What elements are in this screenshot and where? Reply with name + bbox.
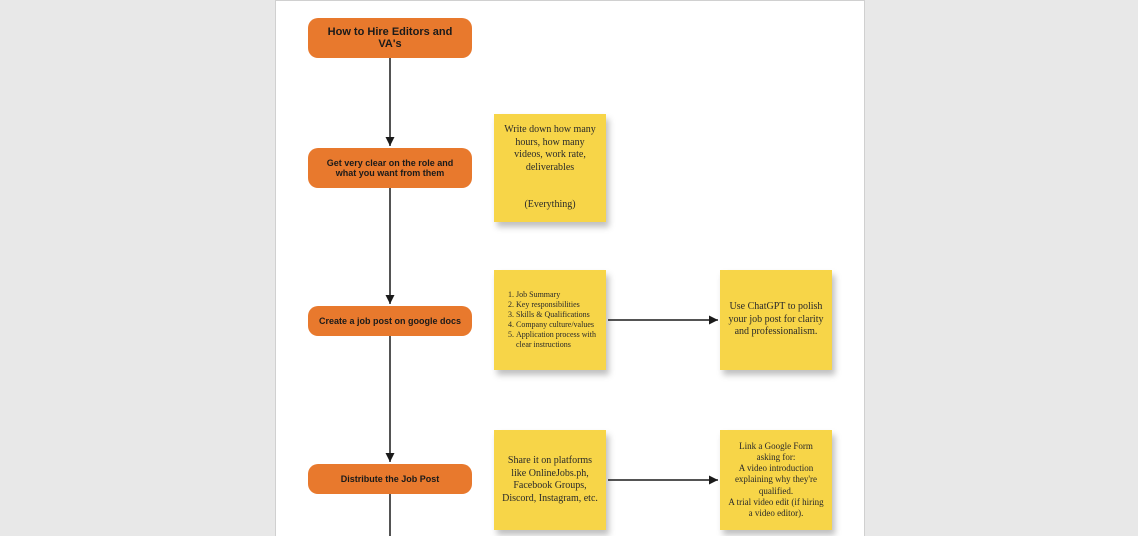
sticky-distribute-share: Share it on platforms like OnlineJobs.ph… [494,430,606,530]
sticky-distribute-form-text: Link a Google Form asking for:A video in… [728,441,824,520]
sticky-jobpost-detail-item: Skills & Qualifications [516,310,598,320]
flow-node-step-jobpost: Create a job post on google docs [308,306,472,336]
sticky-jobpost-detail-item: Application process with clear instructi… [516,330,598,350]
sticky-jobpost-detail-list: Job SummaryKey responsibilitiesSkills & … [502,290,598,350]
flow-node-title-label: How to Hire Editors and VA's [318,26,462,50]
sticky-jobpost-chatgpt-text: Use ChatGPT to polish your job post for … [728,301,824,339]
sticky-jobpost-detail-item: Job Summary [516,290,598,300]
flow-node-step-jobpost-label: Create a job post on google docs [319,316,461,326]
sticky-distribute-form: Link a Google Form asking for:A video in… [720,430,832,530]
flow-node-step-distribute-label: Distribute the Job Post [341,474,440,484]
sticky-distribute-share-text: Share it on platforms like OnlineJobs.ph… [502,455,598,505]
sticky-clear-detail-text: Write down how many hours, how many vide… [502,124,598,212]
sticky-jobpost-detail: Job SummaryKey responsibilitiesSkills & … [494,270,606,370]
flow-node-step-clear-label: Get very clear on the role and what you … [318,158,462,178]
flow-node-step-clear: Get very clear on the role and what you … [308,148,472,188]
flow-node-step-distribute: Distribute the Job Post [308,464,472,494]
sticky-clear-detail: Write down how many hours, how many vide… [494,114,606,222]
sticky-jobpost-detail-item: Key responsibilities [516,300,598,310]
sticky-jobpost-detail-item: Company culture/values [516,320,598,330]
flow-node-title: How to Hire Editors and VA's [308,18,472,58]
sticky-jobpost-chatgpt: Use ChatGPT to polish your job post for … [720,270,832,370]
canvas: How to Hire Editors and VA's Get very cl… [0,0,1138,536]
